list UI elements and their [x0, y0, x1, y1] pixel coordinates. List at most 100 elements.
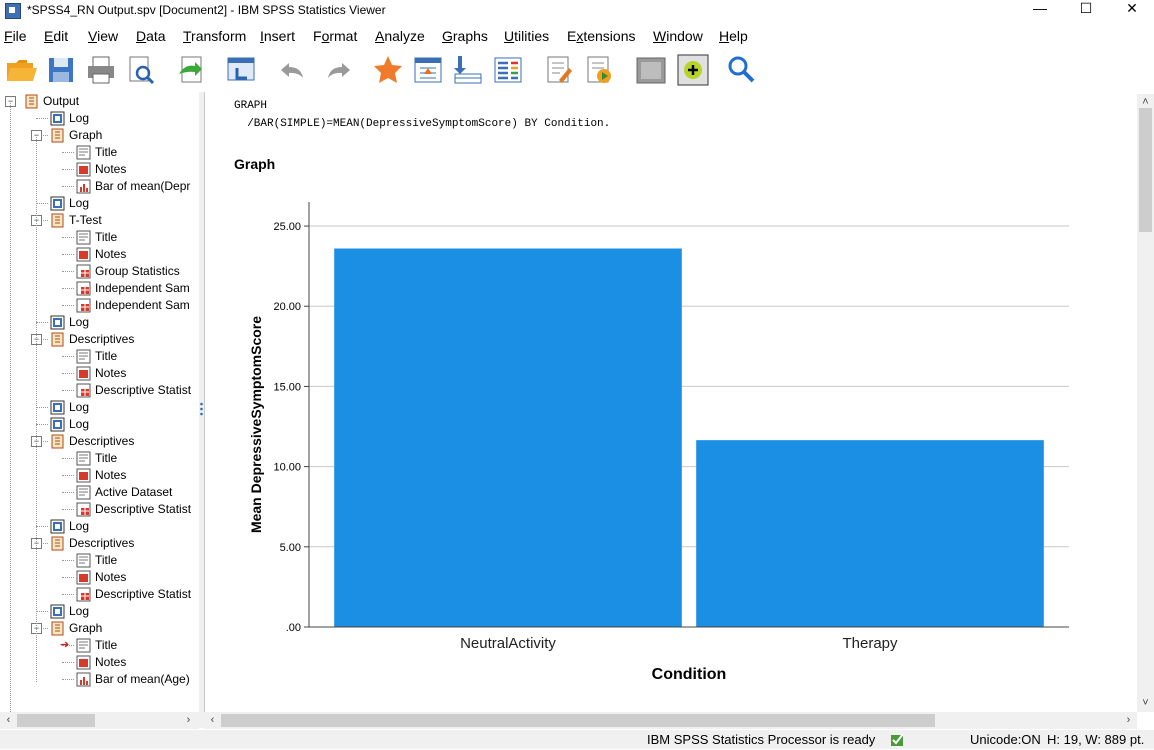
- maximize-button[interactable]: ☐: [1079, 0, 1093, 16]
- book-icon: [24, 94, 39, 109]
- tree-connector: [36, 628, 48, 629]
- menu-extensions[interactable]: Extensions: [567, 28, 636, 44]
- outline-item-title[interactable]: Title: [76, 552, 117, 569]
- outline-scroll-thumb[interactable]: [17, 714, 95, 727]
- outline-item-graph[interactable]: Graph: [50, 127, 102, 144]
- outline-item-bar-of-mean-age[interactable]: Bar of mean(Age): [76, 671, 190, 688]
- y-tick-label: 15.00: [273, 381, 301, 393]
- open-icon[interactable]: [5, 54, 37, 86]
- table-icon: [76, 298, 91, 313]
- insert-heading-icon[interactable]: [543, 54, 575, 86]
- run-syntax-icon[interactable]: [583, 54, 615, 86]
- outline-item-log[interactable]: Log: [50, 399, 89, 416]
- outline-item-descriptive-statist[interactable]: Descriptive Statist: [76, 382, 191, 399]
- scroll-up-icon[interactable]: ˄: [1142, 96, 1149, 108]
- tree-connector: [62, 577, 74, 578]
- menu-bar: File Edit View Data Transform Insert Format Ana…: [0, 26, 1154, 46]
- outline-item-log[interactable]: Log: [50, 518, 89, 535]
- go-to-case-icon[interactable]: [372, 54, 404, 86]
- outline-item-log[interactable]: Log: [50, 110, 89, 127]
- outline-item-descriptives[interactable]: Descriptives: [50, 331, 134, 348]
- designate-window-icon[interactable]: [635, 54, 667, 86]
- outline-item-active-dataset[interactable]: Active Dataset: [76, 484, 172, 501]
- output-content-pane[interactable]: GRAPH /BAR(SIMPLE)=MEAN(DepressiveSympto…: [204, 92, 1154, 728]
- log-icon: [50, 400, 65, 415]
- table-icon: [76, 587, 91, 602]
- outline-item-title[interactable]: Title: [76, 348, 117, 365]
- title-icon: [76, 485, 91, 500]
- outline-item-notes[interactable]: Notes: [76, 246, 126, 263]
- outline-pane[interactable]: − Output Log − Graph Title Notes Bar of mean(De…: [0, 92, 199, 712]
- outline-item-group-statistics[interactable]: Group Statistics: [76, 263, 180, 280]
- outline-item-title[interactable]: Title: [76, 229, 117, 246]
- outline-item-notes[interactable]: Notes: [76, 161, 126, 178]
- scroll-right-icon[interactable]: ›: [1126, 714, 1131, 726]
- outline-item-bar-of-mean-depr[interactable]: Bar of mean(Depr: [76, 178, 190, 195]
- tree-connector: [36, 118, 48, 119]
- outline-horizontal-scrollbar[interactable]: ‹ ›: [0, 712, 199, 729]
- menu-insert[interactable]: Insert: [260, 28, 296, 44]
- menu-format[interactable]: Format: [313, 28, 358, 44]
- scroll-right-icon[interactable]: ›: [186, 714, 191, 726]
- menu-window[interactable]: Window: [653, 28, 703, 44]
- content-vscroll-thumb[interactable]: [1139, 108, 1152, 232]
- content-hscroll-thumb[interactable]: [221, 714, 935, 727]
- menu-analyze[interactable]: Analyze: [375, 28, 425, 44]
- menu-graphs[interactable]: Graphs: [442, 28, 488, 44]
- outline-item-title[interactable]: Title: [76, 144, 117, 161]
- outline-item-notes[interactable]: Notes: [76, 654, 126, 671]
- bar-chart[interactable]: .00 5.00 10.00 15.00 20.00 25.00 NeutralActivi…: [239, 192, 1139, 712]
- insert-cases-icon[interactable]: [452, 54, 484, 86]
- outline-item-independent-sam[interactable]: Independent Sam: [76, 297, 190, 314]
- print-icon[interactable]: [85, 54, 117, 86]
- find-icon[interactable]: [725, 54, 757, 86]
- outline-item-log[interactable]: Log: [50, 195, 89, 212]
- content-horizontal-scrollbar[interactable]: ‹ ›: [204, 712, 1137, 729]
- outline-item-independent-sam[interactable]: Independent Sam: [76, 280, 190, 297]
- outline-item-graph[interactable]: Graph: [50, 620, 102, 637]
- menu-file[interactable]: File: [4, 28, 27, 44]
- redo-icon[interactable]: [322, 54, 354, 86]
- scroll-down-icon[interactable]: ˅: [1142, 697, 1149, 709]
- outline-item-label: Log: [69, 417, 90, 431]
- outline-item-notes[interactable]: Notes: [76, 467, 126, 484]
- outline-item-label: Group Statistics: [95, 264, 180, 278]
- undo-icon[interactable]: [275, 54, 307, 86]
- export-icon[interactable]: [175, 54, 207, 86]
- outline-item-t-test[interactable]: T-Test: [50, 212, 102, 229]
- scroll-left-icon[interactable]: ‹: [6, 714, 11, 726]
- outline-item-notes[interactable]: Notes: [76, 365, 126, 382]
- menu-utilities[interactable]: Utilities: [504, 28, 550, 44]
- close-button[interactable]: ✕: [1126, 0, 1138, 16]
- outline-item-title[interactable]: Title: [76, 637, 117, 654]
- outline-item-log[interactable]: Log: [50, 603, 89, 620]
- outline-item-descriptive-statist[interactable]: Descriptive Statist: [76, 586, 191, 603]
- outline-item-log[interactable]: Log: [50, 314, 89, 331]
- outline-item-log[interactable]: Log: [50, 416, 89, 433]
- go-to-variable-icon[interactable]: [412, 54, 444, 86]
- outline-item-descriptive-statist[interactable]: Descriptive Statist: [76, 501, 191, 518]
- menu-data[interactable]: Data: [136, 28, 166, 44]
- outline-item-label: Title: [95, 451, 118, 465]
- outline-item-notes[interactable]: Notes: [76, 569, 126, 586]
- outline-item-descriptives[interactable]: Descriptives: [50, 535, 134, 552]
- add-icon[interactable]: [677, 54, 709, 86]
- outline-item-descriptives[interactable]: Descriptives: [50, 433, 134, 450]
- outline-item-title[interactable]: Title: [76, 450, 117, 467]
- outline-item-output[interactable]: Output: [24, 93, 79, 110]
- notes-icon: [76, 468, 91, 483]
- content-vertical-scrollbar[interactable]: ˄ ˅: [1137, 94, 1154, 712]
- minimize-button[interactable]: —: [1033, 0, 1047, 16]
- menu-view[interactable]: View: [88, 28, 119, 44]
- variables-icon[interactable]: [492, 54, 524, 86]
- outline-item-label: Notes: [95, 162, 127, 176]
- pane-splitter[interactable]: [199, 92, 204, 728]
- processor-ready-icon: [890, 731, 906, 750]
- menu-transform[interactable]: Transform: [183, 28, 247, 44]
- print-preview-icon[interactable]: [125, 54, 157, 86]
- scroll-left-icon[interactable]: ‹: [210, 714, 215, 726]
- recall-dialog-icon[interactable]: [225, 54, 257, 86]
- menu-help[interactable]: Help: [719, 28, 748, 44]
- menu-edit[interactable]: Edit: [44, 28, 69, 44]
- save-icon[interactable]: [45, 54, 77, 86]
